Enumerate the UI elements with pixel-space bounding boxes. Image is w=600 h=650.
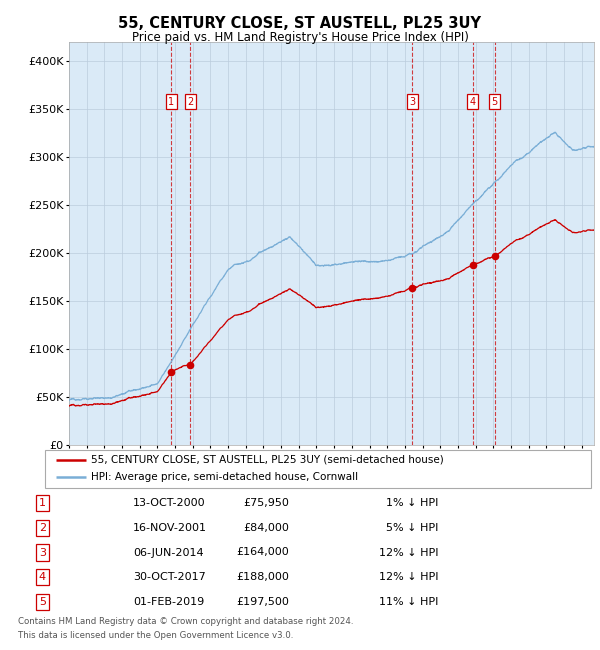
Text: 2: 2 [38, 523, 46, 533]
Text: Contains HM Land Registry data © Crown copyright and database right 2024.: Contains HM Land Registry data © Crown c… [18, 617, 353, 626]
Text: 4: 4 [469, 97, 476, 107]
Text: £164,000: £164,000 [236, 547, 289, 558]
Text: £197,500: £197,500 [236, 597, 289, 607]
Text: 16-NOV-2001: 16-NOV-2001 [133, 523, 207, 533]
Text: 01-FEB-2019: 01-FEB-2019 [133, 597, 205, 607]
Text: 5% ↓ HPI: 5% ↓ HPI [386, 523, 439, 533]
Text: 3: 3 [409, 97, 416, 107]
Text: HPI: Average price, semi-detached house, Cornwall: HPI: Average price, semi-detached house,… [91, 473, 359, 482]
Text: 55, CENTURY CLOSE, ST AUSTELL, PL25 3UY (semi-detached house): 55, CENTURY CLOSE, ST AUSTELL, PL25 3UY … [91, 455, 444, 465]
Text: 11% ↓ HPI: 11% ↓ HPI [379, 597, 439, 607]
Text: 1% ↓ HPI: 1% ↓ HPI [386, 498, 439, 508]
Text: £188,000: £188,000 [236, 572, 289, 582]
Text: 13-OCT-2000: 13-OCT-2000 [133, 498, 206, 508]
Text: 30-OCT-2017: 30-OCT-2017 [133, 572, 206, 582]
Text: 1: 1 [168, 97, 174, 107]
Text: £84,000: £84,000 [243, 523, 289, 533]
Text: 5: 5 [491, 97, 498, 107]
Text: Price paid vs. HM Land Registry's House Price Index (HPI): Price paid vs. HM Land Registry's House … [131, 31, 469, 44]
Text: £75,950: £75,950 [243, 498, 289, 508]
Text: 4: 4 [38, 572, 46, 582]
Text: 5: 5 [38, 597, 46, 607]
Text: 12% ↓ HPI: 12% ↓ HPI [379, 572, 439, 582]
Text: 3: 3 [38, 547, 46, 558]
Text: 2: 2 [187, 97, 194, 107]
Text: 06-JUN-2014: 06-JUN-2014 [133, 547, 204, 558]
Text: 1: 1 [38, 498, 46, 508]
Text: 55, CENTURY CLOSE, ST AUSTELL, PL25 3UY: 55, CENTURY CLOSE, ST AUSTELL, PL25 3UY [119, 16, 482, 31]
Text: 12% ↓ HPI: 12% ↓ HPI [379, 547, 439, 558]
Text: This data is licensed under the Open Government Licence v3.0.: This data is licensed under the Open Gov… [18, 631, 293, 640]
Bar [171, 42, 190, 445]
FancyBboxPatch shape [45, 450, 591, 488]
